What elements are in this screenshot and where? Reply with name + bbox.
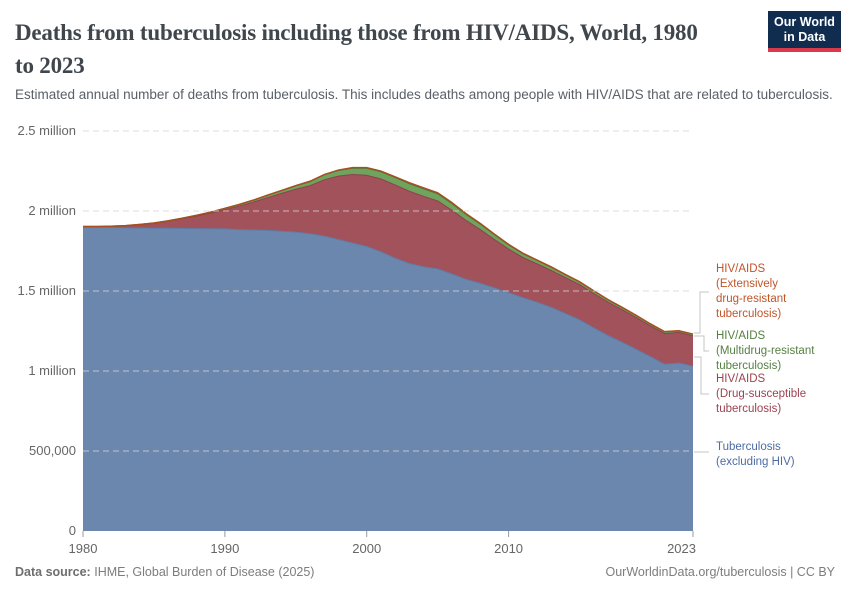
data-source-line: Data source: IHME, Global Burden of Dise… bbox=[15, 565, 314, 579]
x-tick-label-2023: 2023 bbox=[667, 541, 696, 556]
y-tick-label-1-million: 1 million bbox=[28, 363, 76, 378]
chart-title-line2: to 2023 bbox=[15, 53, 85, 78]
data-source-text: IHME, Global Burden of Disease (2025) bbox=[94, 565, 315, 579]
legend-item-tb-excl-hiv[interactable]: Tuberculosis (excluding HIV) bbox=[716, 440, 795, 470]
x-tick-label-2000: 2000 bbox=[352, 541, 382, 556]
owid-logo[interactable]: Our World in Data bbox=[768, 11, 841, 52]
legend-item-hiv-ds-tb-line: (Drug-susceptible bbox=[716, 388, 807, 400]
legend-item-hiv-xdr-tb-line: HIV/AIDS bbox=[716, 263, 766, 275]
legend-item-hiv-mdr-tb-line: HIV/AIDS bbox=[716, 330, 766, 342]
owid-logo-line1: Our World bbox=[774, 14, 835, 29]
area-edge-tb-excl-hiv bbox=[82, 226, 694, 367]
y-tick-label-0: 0 bbox=[68, 523, 76, 538]
x-tick-label-1980: 1980 bbox=[68, 541, 98, 556]
legend-connector-hiv-xdr-tb bbox=[694, 291, 709, 334]
data-source-label: Data source: bbox=[15, 565, 91, 579]
legend-item-hiv-ds-tb-line: tuberculosis) bbox=[716, 403, 782, 415]
area-edge-hiv-xdr-tb bbox=[83, 166, 694, 335]
legend-item-hiv-mdr-tb-line: (Multidrug-resistant bbox=[716, 345, 815, 357]
y-tick-label-500-000: 500,000 bbox=[29, 443, 76, 458]
owid-logo-box: Our World in Data bbox=[768, 11, 841, 48]
area-tb-excl-hiv[interactable] bbox=[83, 227, 693, 531]
legend-item-tb-excl-hiv-line: (excluding HIV) bbox=[716, 456, 795, 468]
owid-logo-line2: in Data bbox=[783, 29, 826, 44]
legend-item-hiv-xdr-tb-line: tuberculosis) bbox=[716, 308, 782, 320]
owid-logo-accent-bar bbox=[768, 48, 841, 52]
chart-title-line1: Deaths from tuberculosis including those… bbox=[15, 20, 698, 45]
area-hiv-ds-tb[interactable] bbox=[83, 174, 693, 367]
legend-item-tb-excl-hiv-line: Tuberculosis bbox=[716, 441, 781, 453]
x-tick-label-2010: 2010 bbox=[494, 541, 524, 556]
y-tick-label-2-5-million: 2.5 million bbox=[17, 123, 76, 138]
chart-subtitle: Estimated annual number of deaths from t… bbox=[15, 87, 833, 102]
legend-item-hiv-mdr-tb[interactable]: HIV/AIDS (Multidrug-resistant tuberculosis… bbox=[716, 329, 814, 374]
legend-item-hiv-ds-tb-line: HIV/AIDS bbox=[716, 373, 766, 385]
legend-connector-hiv-mdr-tb bbox=[694, 335, 709, 352]
chart-title: Deaths from tuberculosis including those… bbox=[15, 16, 698, 82]
legend-item-hiv-xdr-tb-line: drug-resistant bbox=[716, 293, 787, 305]
y-tick-label-1-5-million: 1.5 million bbox=[17, 283, 76, 298]
legend-item-hiv-xdr-tb-line: (Extensively bbox=[716, 278, 778, 290]
x-tick-label-1990: 1990 bbox=[210, 541, 240, 556]
legend-item-hiv-mdr-tb-line: tuberculosis) bbox=[716, 360, 782, 372]
y-tick-label-2-million: 2 million bbox=[28, 203, 76, 218]
footer: Data source: IHME, Global Burden of Dise… bbox=[0, 562, 850, 586]
footer-link[interactable]: OurWorldinData.org/tuberculosis | CC BY bbox=[605, 565, 836, 579]
legend-connector-hiv-ds-tb bbox=[694, 356, 709, 395]
legend-item-hiv-xdr-tb[interactable]: HIV/AIDS (Extensively drug-resistant tuberc… bbox=[716, 262, 786, 322]
legend-item-hiv-ds-tb[interactable]: HIV/AIDS (Drug-susceptible tuberculosis) bbox=[716, 372, 806, 417]
